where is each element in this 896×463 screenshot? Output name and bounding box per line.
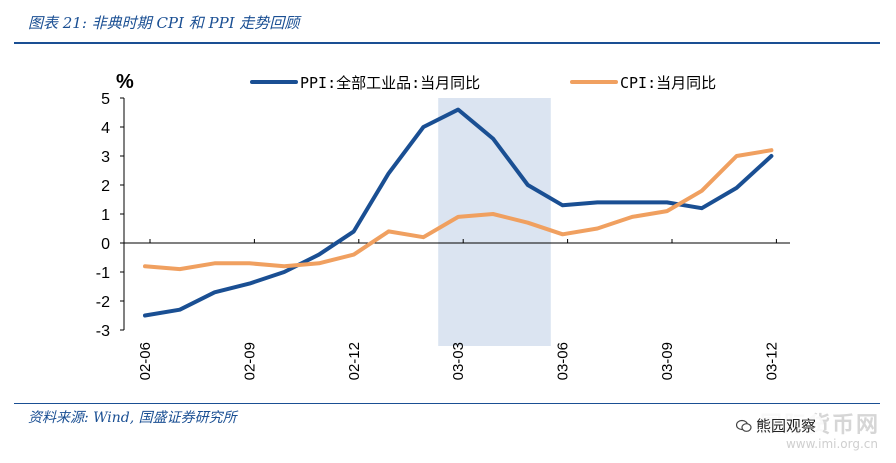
wechat-icon [736, 419, 752, 432]
x-tick-label: 02-12 [346, 342, 363, 380]
x-tick-label: 02-09 [241, 342, 258, 380]
legend-label: PPI:全部工业品:当月同比 [300, 74, 480, 92]
x-tick-label: 03-12 [763, 342, 780, 380]
y-tick-label: 2 [101, 178, 110, 195]
x-tick-label: 02-06 [137, 342, 154, 380]
figure-title: 图表 21: 非典时期 CPI 和 PPI 走势回顾 [28, 14, 300, 32]
series-line-cpi [143, 148, 774, 272]
y-tick-label: -1 [96, 265, 110, 282]
x-tick-label: 03-06 [555, 342, 572, 380]
legend-label: CPI:当月同比 [620, 74, 716, 92]
source-note: 资料来源: Wind, 国盛证券研究所 [28, 410, 237, 426]
x-tick-label: 03-03 [450, 342, 467, 380]
watermark-badge-text: 熊园观察 [756, 417, 817, 435]
x-tick-label: 03-09 [659, 342, 676, 380]
watermark: 国际货币网 www.imi.org.cn 熊园观察 [730, 407, 880, 457]
watermark-url: www.imi.org.cn [785, 437, 878, 451]
y-tick-label: -3 [96, 323, 110, 340]
y-tick-label: -2 [96, 294, 110, 311]
y-tick-label: 0 [101, 236, 110, 253]
y-tick-label: 1 [101, 207, 110, 224]
watermark-badge: 熊园观察 [732, 413, 825, 439]
highlight-band [438, 98, 551, 346]
y-tick-label: 3 [101, 149, 110, 166]
series-line-ppi [143, 107, 774, 318]
y-tick-label: 4 [101, 120, 110, 137]
y-tick-label: 5 [101, 91, 110, 108]
y-axis-unit: % [116, 71, 134, 93]
title-rule [14, 42, 880, 44]
footer-rule [14, 403, 880, 404]
line-chart: -3 -2 -1 0 1 2 3 4 5% 02-06 02-09 02-12 03-03 03-06 03… [96, 71, 790, 380]
